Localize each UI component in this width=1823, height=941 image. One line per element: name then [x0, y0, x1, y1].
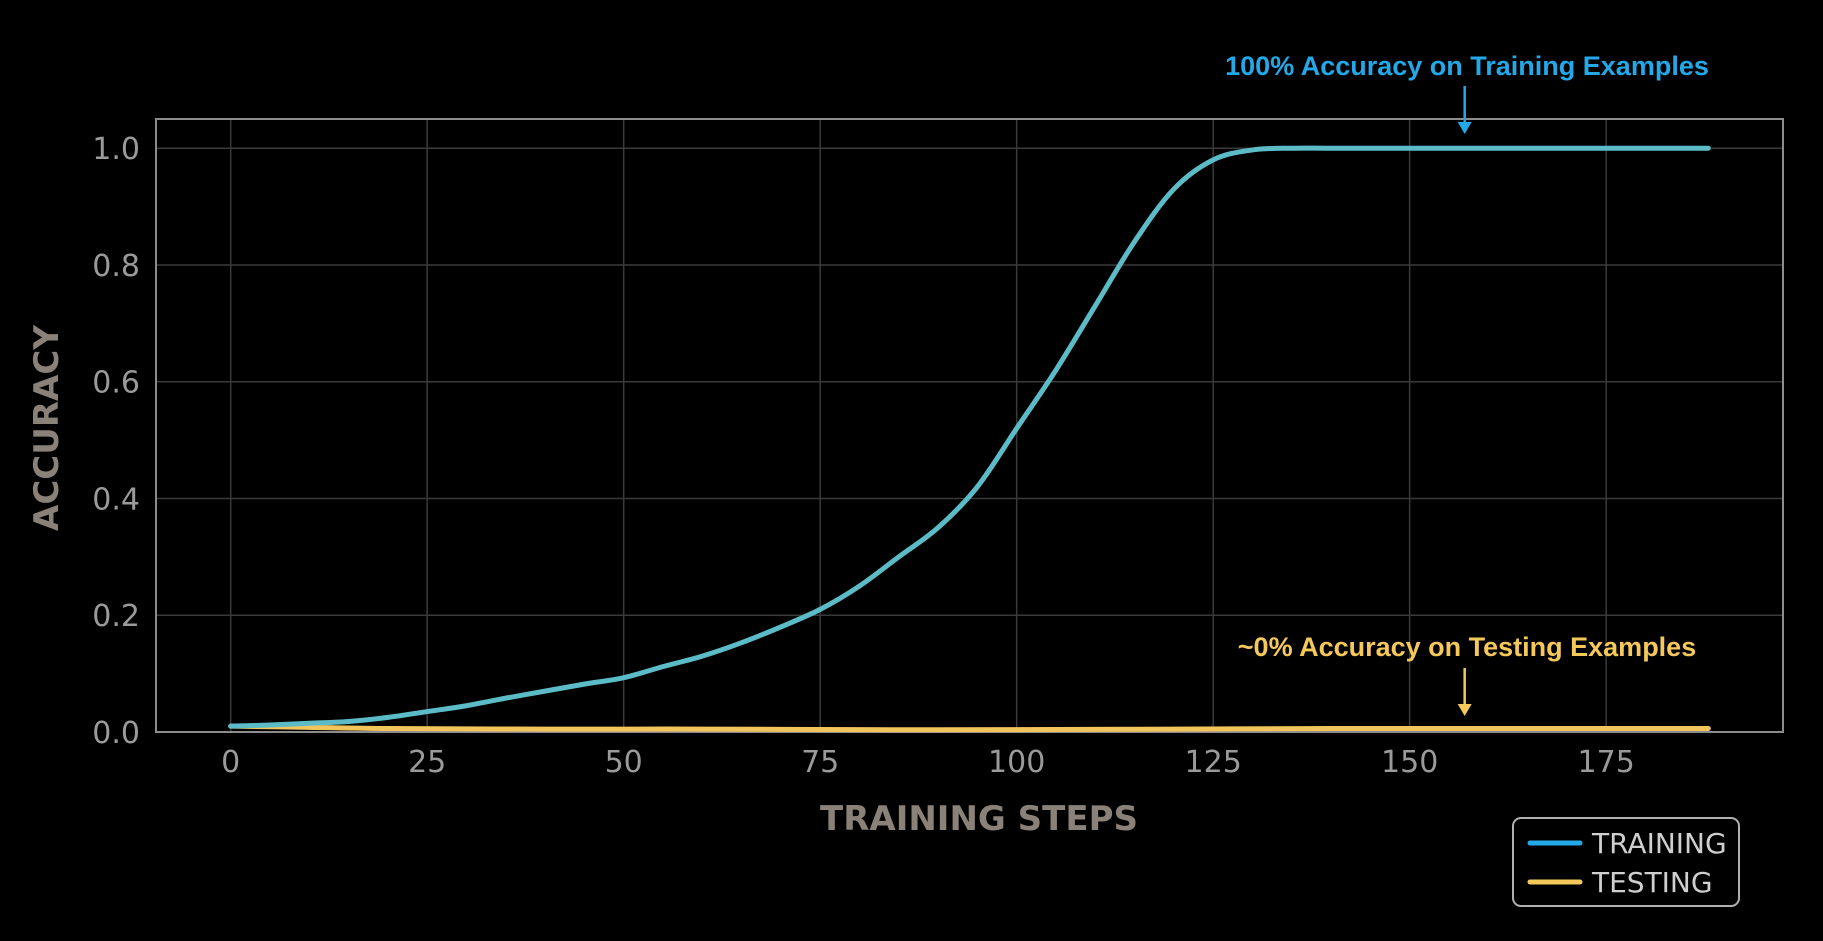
x-tick-labels: 0 25 50 75 100 125 150 175	[221, 745, 1635, 780]
legend: TRAINING TESTING	[1512, 817, 1740, 907]
y-tick-label: 0.2	[92, 599, 140, 634]
arrow-head	[1457, 122, 1472, 134]
training-annotation-arrow-icon	[1457, 86, 1472, 134]
testing-line	[228, 723, 1711, 733]
training-line	[228, 145, 1711, 729]
x-tick-label: 50	[605, 745, 643, 780]
testing-annotation-text: ~0% Accuracy on Testing Examples	[1238, 632, 1696, 662]
y-tick-label: 0.0	[92, 716, 140, 751]
x-tick-label: 0	[221, 745, 240, 780]
y-axis-title: ACCURACY	[27, 325, 67, 531]
training-annotation-text: 100% Accuracy on Training Examples	[1225, 51, 1709, 81]
legend-label-training: TRAINING	[1591, 827, 1727, 860]
training-annotation: 100% Accuracy on Training Examples	[1225, 51, 1709, 134]
y-tick-label: 0.4	[92, 482, 140, 517]
x-tick-label: 150	[1381, 745, 1438, 780]
series-lines	[228, 145, 1711, 733]
x-tick-label: 125	[1185, 745, 1242, 780]
y-tick-label: 0.6	[92, 366, 140, 401]
x-tick-label: 25	[408, 745, 446, 780]
y-tick-label: 1.0	[92, 132, 140, 167]
testing-annotation: ~0% Accuracy on Testing Examples	[1238, 632, 1696, 716]
x-tick-label: 100	[988, 745, 1045, 780]
y-tick-labels: 0.0 0.2 0.4 0.6 0.8 1.0	[92, 132, 140, 751]
legend-label-testing: TESTING	[1591, 866, 1713, 899]
testing-annotation-arrow-icon	[1457, 668, 1472, 716]
arrow-head	[1457, 704, 1472, 716]
x-axis-title: TRAINING STEPS	[820, 799, 1138, 839]
y-tick-label: 0.8	[92, 249, 140, 284]
x-tick-label: 75	[801, 745, 839, 780]
x-tick-label: 175	[1578, 745, 1635, 780]
